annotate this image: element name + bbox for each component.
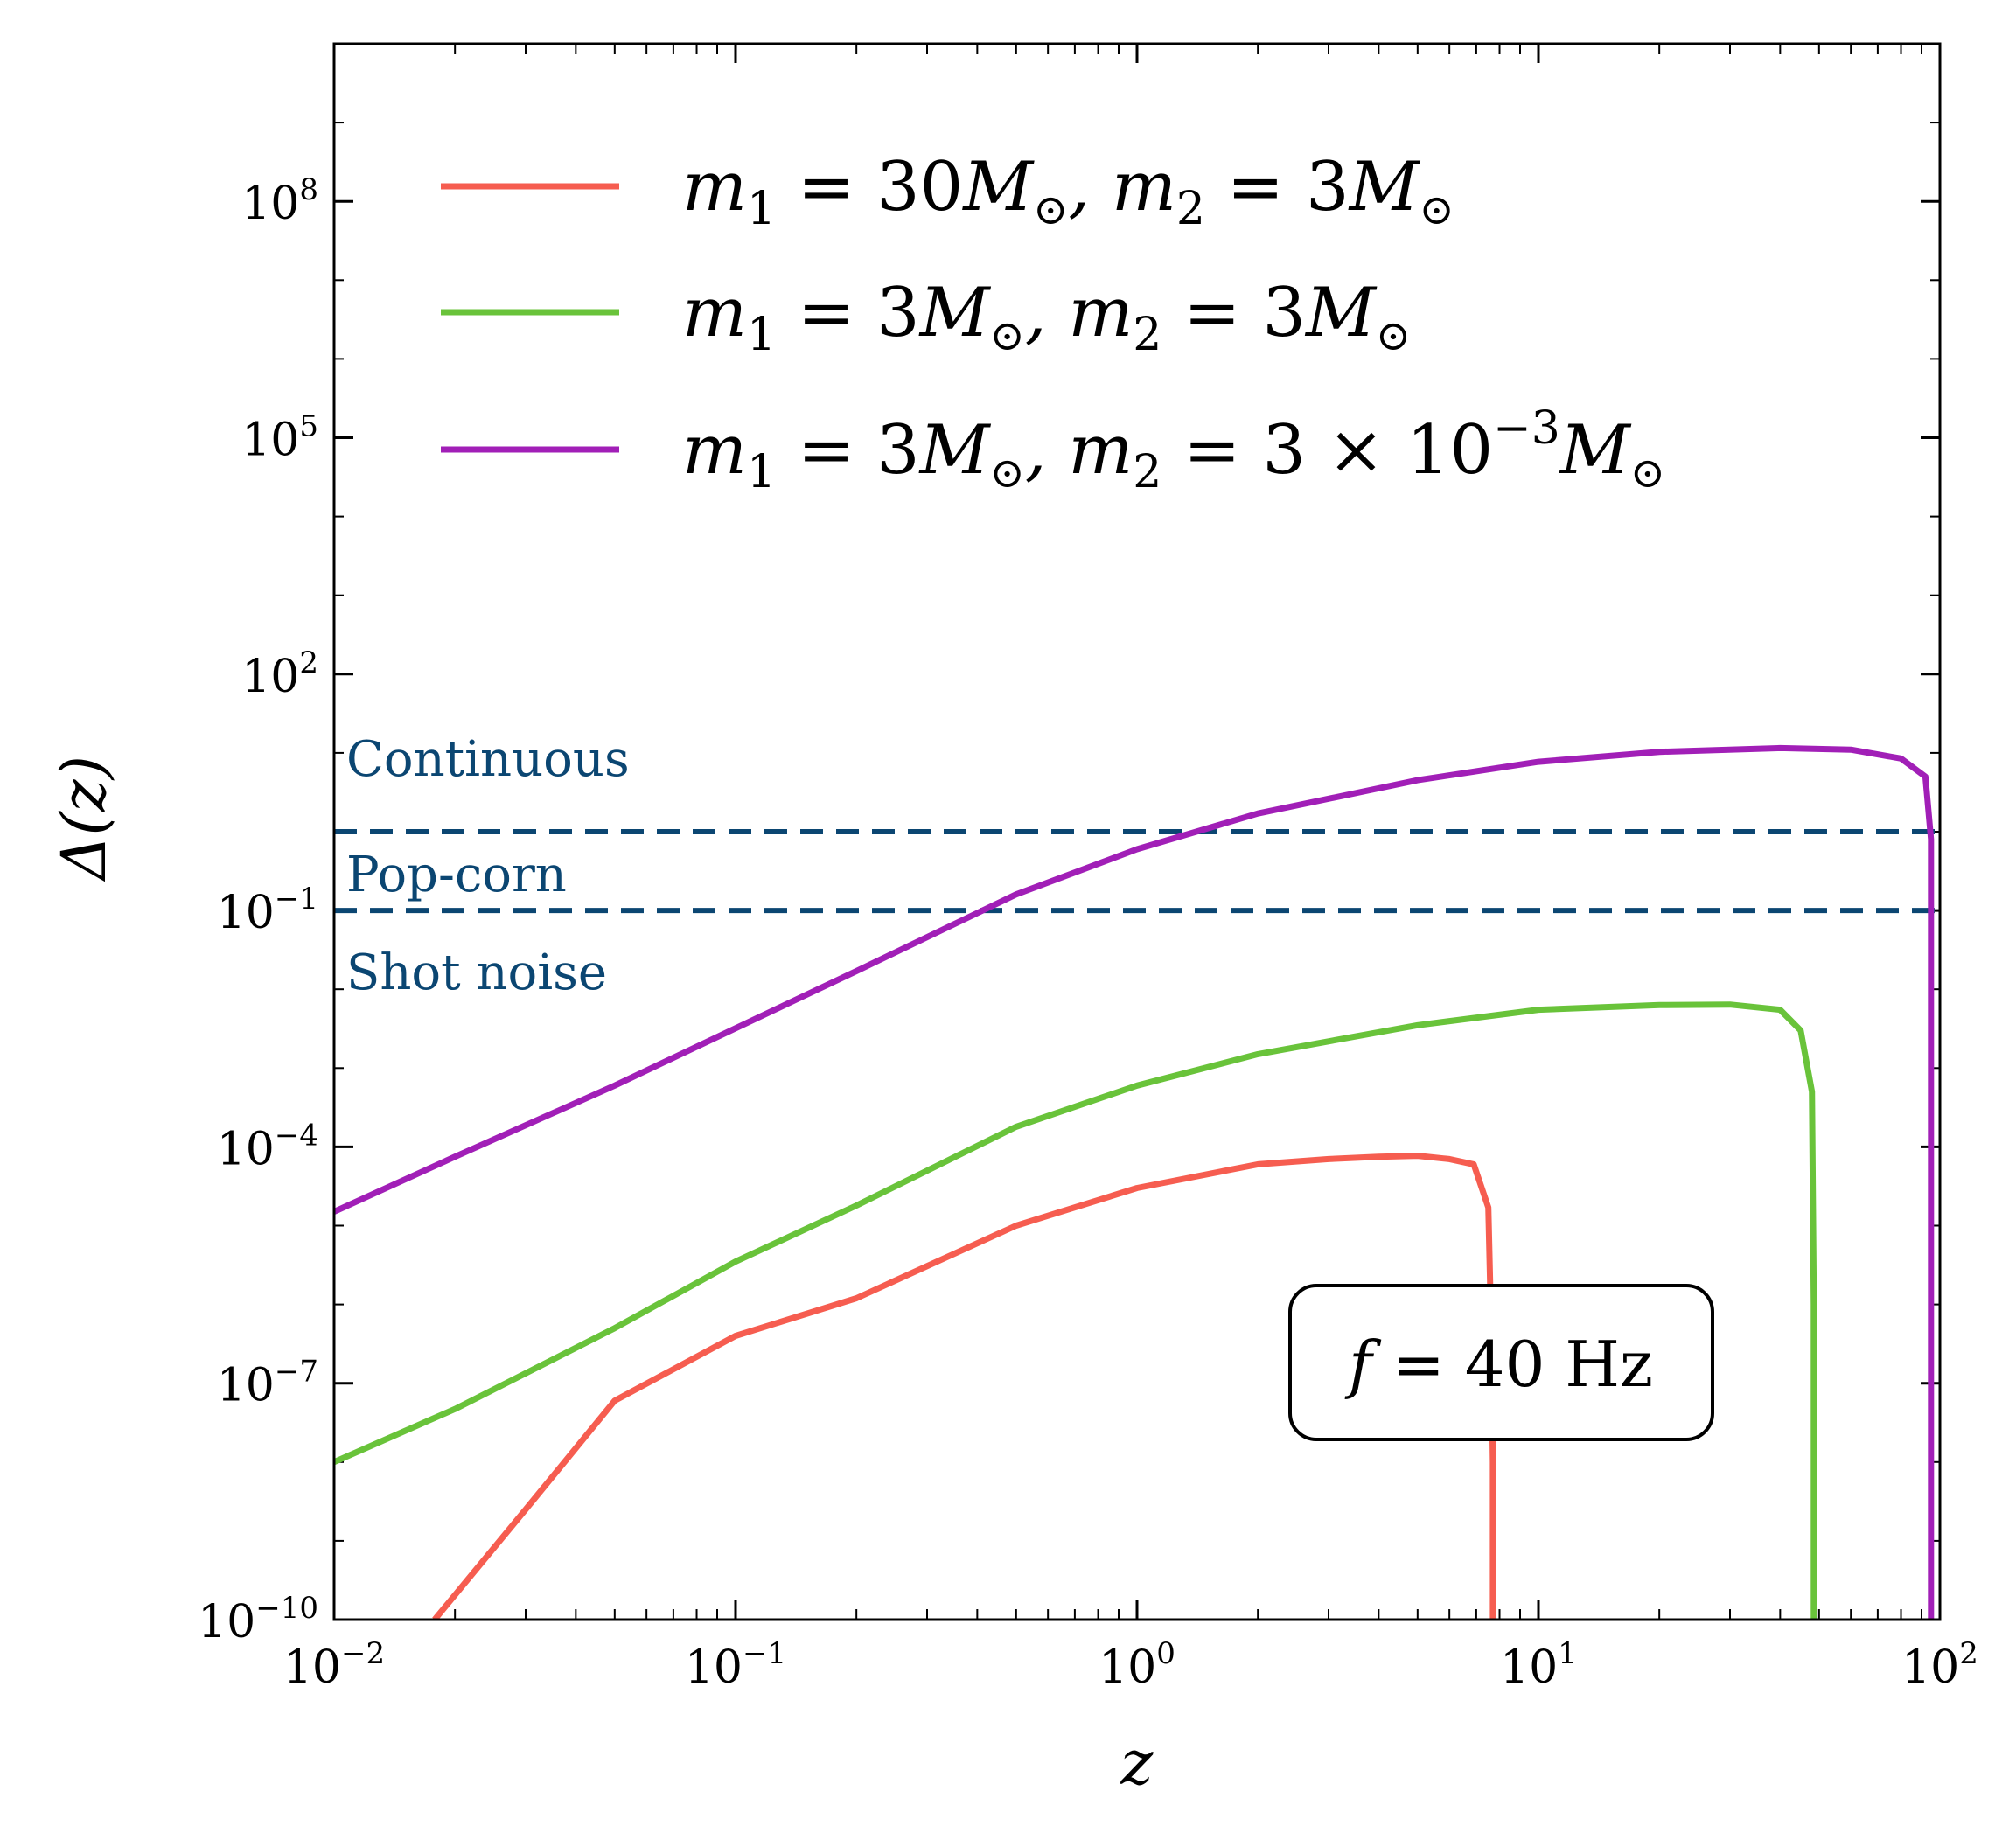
region-label-continuous: Continuous	[346, 731, 630, 788]
plot-frame	[332, 42, 1942, 1621]
y-tick-label: 10−4	[217, 1118, 318, 1175]
legend-label: m1 = 3M⊙, m2 = 3 × 10−3M⊙	[682, 402, 1665, 498]
y-tick-label: 102	[241, 645, 318, 703]
series-line	[334, 744, 1935, 1620]
x-axis-label: z	[1120, 1727, 1154, 1799]
y-tick-labels: 10−10 10−7 10−4 10−1 102 105 108	[198, 172, 318, 1648]
region-label-popcorn: Pop-corn	[346, 847, 567, 903]
y-tick-label: 105	[241, 409, 318, 467]
region-labels: Continuous Pop-corn Shot noise	[346, 731, 630, 1001]
legend: m1 = 30M⊙, m2 = 3M⊙ m1 = 3M⊙, m2 = 3M⊙ m1 …	[441, 148, 1665, 498]
x-tick-label: 10−1	[685, 1636, 786, 1694]
annotation-text: f = 40 Hz	[1344, 1328, 1653, 1401]
data-series	[334, 744, 1935, 1620]
y-axis-label: Δ(z)	[48, 756, 120, 882]
legend-label: m1 = 30M⊙, m2 = 3M⊙	[682, 148, 1454, 235]
legend-label: m1 = 3M⊙, m2 = 3M⊙	[682, 274, 1411, 361]
frequency-annotation: f = 40 Hz	[1288, 1284, 1714, 1441]
region-label-shot-noise: Shot noise	[346, 944, 607, 1001]
x-tick-label: 100	[1099, 1636, 1175, 1694]
series-line	[334, 1001, 1817, 1620]
x-tick-label: 10−2	[283, 1636, 385, 1694]
x-tick-label: 101	[1500, 1636, 1577, 1694]
annotation-box	[1288, 1284, 1714, 1441]
x-tick-labels: 10−2 10−1 100 101 102	[283, 1636, 1978, 1694]
y-tick-label: 10−1	[217, 882, 318, 939]
y-tick-label: 108	[241, 172, 318, 230]
reference-lines	[334, 829, 1935, 914]
y-tick-label: 10−10	[198, 1591, 318, 1648]
y-tick-label: 10−7	[217, 1355, 318, 1412]
x-tick-label: 102	[1901, 1636, 1978, 1694]
series-line	[432, 1153, 1496, 1620]
